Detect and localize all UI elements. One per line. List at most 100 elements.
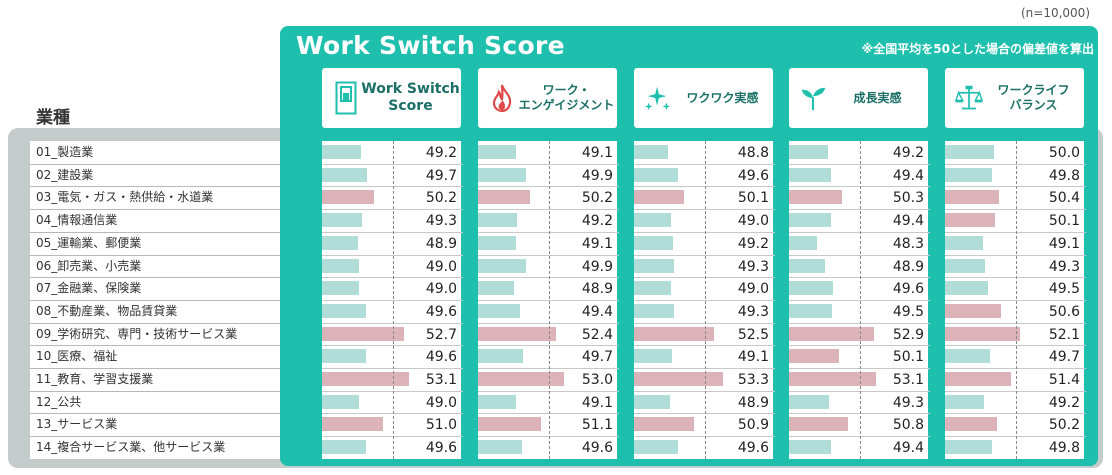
score-bar	[945, 190, 999, 205]
score-cell: 49.2	[789, 141, 930, 163]
score-bar	[789, 145, 829, 159]
score-bar	[789, 417, 848, 432]
score-bar	[634, 440, 679, 455]
score-bar	[789, 326, 874, 341]
row-divider	[789, 413, 930, 415]
row-divider	[30, 209, 280, 211]
column-header-2: ワーク・ エンゲイジメント	[478, 68, 617, 128]
score-value: 53.1	[892, 372, 924, 388]
score-cell: 49.9	[478, 164, 619, 186]
score-cell: 49.1	[478, 232, 619, 254]
industry-label: 10_医療、福祉	[36, 349, 118, 364]
score-value: 49.4	[892, 213, 924, 230]
score-value: 49.6	[892, 281, 924, 298]
industry-label: 07_金融業、保険業	[36, 281, 142, 296]
score-cell: 49.7	[322, 164, 463, 186]
score-value: 52.1	[1048, 326, 1080, 343]
score-value: 49.3	[737, 258, 769, 275]
row-divider	[322, 345, 463, 347]
row-divider	[634, 163, 775, 165]
score-value: 49.8	[1048, 440, 1080, 457]
score-value: 50.1	[892, 349, 924, 366]
score-bar	[478, 190, 530, 205]
row-divider	[322, 299, 463, 301]
score-cell: 49.0	[634, 277, 775, 299]
score-bar	[634, 394, 670, 409]
score-bar	[478, 394, 516, 409]
score-value: 49.8	[1048, 167, 1080, 184]
industry-labels: 01_製造業 02_建設業 03_電気・ガス・熱供給・水道業 04_情報通信業 05_運…	[30, 141, 280, 459]
calculation-note: ※全国平均を50とした場合の偏差値を算出	[861, 42, 1094, 56]
score-cell: 49.6	[789, 277, 930, 299]
row-divider	[478, 436, 619, 438]
score-value: 50.2	[581, 190, 613, 207]
score-bar	[322, 167, 368, 182]
score-bar	[322, 281, 359, 296]
score-bar	[322, 258, 359, 273]
score-value: 49.2	[737, 235, 769, 252]
score-cell: 49.1	[945, 232, 1086, 254]
score-cell: 50.1	[945, 209, 1086, 231]
row-divider	[478, 231, 619, 233]
score-cell: 48.9	[478, 277, 619, 299]
industry-label: 05_運輸業、郵便業	[36, 235, 142, 250]
score-bar	[945, 258, 986, 273]
score-value: 49.6	[425, 303, 457, 320]
score-bar	[634, 281, 671, 296]
score-value: 49.1	[737, 349, 769, 366]
score-bar	[945, 281, 988, 296]
score-cell: 49.5	[945, 277, 1086, 299]
row-divider	[634, 322, 775, 324]
score-bar	[789, 258, 825, 273]
score-cell: 50.9	[634, 413, 775, 435]
score-value: 50.1	[737, 190, 769, 207]
row-divider	[945, 322, 1086, 324]
row-divider	[30, 186, 280, 188]
row-divider	[945, 254, 1086, 256]
score-value: 49.0	[737, 281, 769, 298]
score-cell: 50.8	[789, 413, 930, 435]
score-cell: 53.3	[634, 368, 775, 390]
score-value: 49.7	[581, 349, 613, 366]
score-bar	[945, 303, 1002, 318]
score-cell: 51.1	[478, 413, 619, 435]
row-divider	[634, 231, 775, 233]
score-cell: 49.4	[789, 209, 930, 231]
score-value: 48.9	[581, 281, 613, 298]
score-value: 48.3	[892, 235, 924, 252]
row-divider	[478, 413, 619, 415]
score-cell: 49.2	[634, 232, 775, 254]
score-cell: 50.2	[945, 413, 1086, 435]
score-bar	[322, 303, 367, 318]
row-divider	[634, 368, 775, 369]
row-divider	[478, 163, 619, 165]
score-bar	[789, 213, 831, 228]
score-bar	[945, 167, 992, 182]
score-column-4: 49.2 49.4 50.3 49.4 48.3 48.9 49.6 49.5 52.9 50.1…	[789, 141, 930, 459]
score-value: 49.9	[581, 167, 613, 184]
row-divider	[634, 299, 775, 301]
baseline-50-line	[860, 141, 861, 459]
industry-label: 09_学術研究、専門・技術サービス業	[36, 326, 238, 341]
row-divider	[789, 299, 930, 301]
score-value: 49.1	[581, 394, 613, 411]
score-bar	[634, 303, 675, 318]
score-value: 51.4	[1048, 372, 1080, 388]
score-bar	[789, 303, 832, 318]
score-bar	[322, 190, 374, 205]
score-bar	[789, 349, 840, 364]
row-divider	[478, 209, 619, 211]
score-cell: 49.3	[945, 255, 1086, 277]
score-bar	[322, 235, 358, 250]
score-value: 49.7	[425, 167, 457, 184]
score-value: 49.1	[581, 235, 613, 252]
industry-label: 04_情報通信業	[36, 213, 118, 228]
score-value: 52.9	[892, 326, 924, 343]
score-bar	[789, 440, 831, 455]
row-divider	[30, 322, 280, 324]
score-cell: 49.6	[322, 436, 463, 458]
row-divider	[945, 413, 1086, 415]
column-header-3: ワクワク実感	[634, 68, 773, 128]
industry-label: 13_サービス業	[36, 417, 118, 432]
row-divider	[30, 299, 280, 301]
